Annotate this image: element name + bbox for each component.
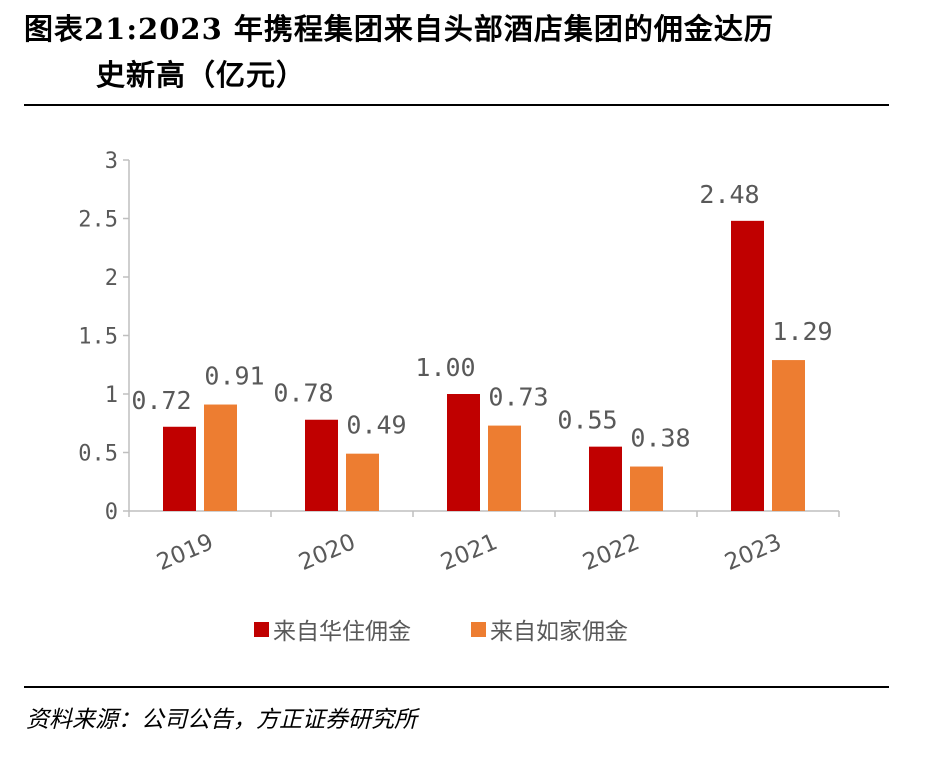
data-label: 0.72 bbox=[131, 386, 191, 415]
bar-huazhu bbox=[731, 220, 764, 511]
data-label: 0.73 bbox=[488, 383, 548, 412]
y-tick-label: 1 bbox=[105, 383, 118, 408]
bar-huazhu bbox=[447, 394, 480, 511]
bar-rujia bbox=[772, 360, 805, 511]
x-tick-label: 2020 bbox=[295, 529, 359, 576]
data-label: 2.48 bbox=[699, 180, 759, 209]
legend-label: 来自华住佣金 bbox=[273, 619, 411, 645]
bar-rujia bbox=[488, 425, 521, 511]
title-divider bbox=[24, 104, 889, 106]
source-divider bbox=[24, 686, 889, 688]
y-tick-label: 0.5 bbox=[78, 442, 118, 467]
data-label: 1.29 bbox=[772, 317, 832, 346]
source-note: 资料来源：公司公告，方正证券研究所 bbox=[26, 707, 417, 733]
y-tick-label: 3 bbox=[105, 149, 118, 174]
x-tick-label: 2023 bbox=[721, 529, 785, 576]
legend-label: 来自如家佣金 bbox=[490, 619, 628, 645]
x-tick-label: 2021 bbox=[437, 529, 501, 576]
chart-title-line1: 图表21:2023 年携程集团来自头部酒店集团的佣金达历 bbox=[24, 12, 774, 46]
y-tick-label: 2 bbox=[105, 266, 118, 291]
bar-rujia bbox=[204, 404, 237, 511]
y-tick-label: 1.5 bbox=[78, 325, 118, 350]
y-tick-label: 2.5 bbox=[78, 208, 118, 233]
chart-title: 图表21:2023 年携程集团来自头部酒店集团的佣金达历 史新高（亿元） bbox=[24, 6, 904, 98]
data-label: 1.00 bbox=[415, 353, 475, 382]
bar-huazhu bbox=[589, 446, 622, 511]
legend-swatch-rujia bbox=[471, 622, 486, 637]
chart-title-line2: 史新高（亿元） bbox=[96, 58, 307, 92]
data-label: 0.91 bbox=[204, 362, 264, 391]
data-label: 0.38 bbox=[630, 424, 690, 453]
bar-rujia bbox=[630, 466, 663, 511]
legend-swatch-huazhu bbox=[254, 622, 269, 637]
bar-rujia bbox=[346, 453, 379, 511]
data-label: 0.49 bbox=[346, 411, 406, 440]
y-tick-label: 0 bbox=[105, 500, 118, 525]
bar-chart: 0 0.5 1 1.5 2 2.5 3 0.72 0.91 2019 0.78 0.49 2020 1.0… bbox=[78, 149, 840, 645]
data-label: 0.55 bbox=[557, 406, 617, 435]
bar-huazhu bbox=[305, 419, 338, 511]
bar-huazhu bbox=[163, 426, 196, 511]
x-tick-label: 2019 bbox=[153, 529, 217, 576]
x-tick-label: 2022 bbox=[579, 529, 643, 576]
data-label: 0.78 bbox=[273, 379, 333, 408]
